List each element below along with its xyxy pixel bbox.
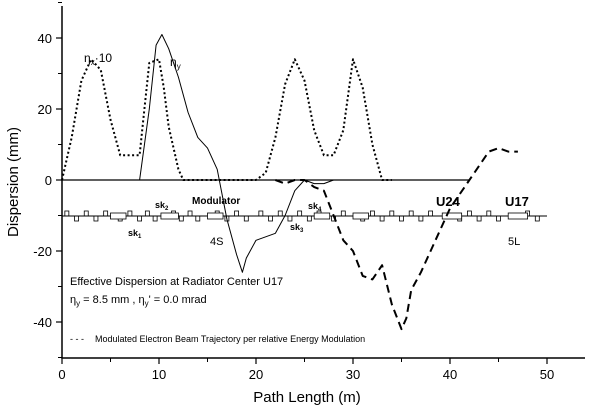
legend: - - - Modulated Electron Beam Trajectory… bbox=[70, 334, 365, 344]
info-line-1: Effective Dispersion at Radiator Center … bbox=[70, 276, 283, 288]
quadrupole-magnet bbox=[178, 215, 184, 222]
quadrupole-magnet bbox=[287, 215, 293, 222]
x-tick-label: 0 bbox=[58, 367, 65, 382]
quadrupole-magnet bbox=[234, 210, 240, 217]
dipole-magnet bbox=[207, 212, 224, 220]
quadrupole-magnet bbox=[127, 210, 133, 217]
u24-label: U24 bbox=[436, 194, 461, 209]
quadrupole-magnet bbox=[466, 210, 472, 217]
x-tick-label: 40 bbox=[443, 367, 457, 382]
section-4s-label: 4S bbox=[210, 236, 223, 248]
x-tick-label: 50 bbox=[540, 367, 554, 382]
quadrupole-magnet bbox=[74, 215, 79, 222]
quadrupole-magnet bbox=[389, 210, 395, 217]
lattice-schematic bbox=[62, 210, 547, 222]
quadrupole-magnet bbox=[83, 210, 89, 217]
x-tick-label: 10 bbox=[152, 367, 166, 382]
section-5l-label: 5L bbox=[508, 236, 520, 248]
modulator-label: Modulator bbox=[192, 196, 240, 207]
series-line-1 bbox=[61, 58, 392, 181]
quadrupole-magnet bbox=[144, 210, 150, 217]
eta-y-label: ηy bbox=[170, 55, 181, 71]
legend-label: Modulated Electron Beam Trajectory per r… bbox=[95, 334, 365, 344]
axis-ticks: 0 10 20 30 40 50 -40 -20 0 20 40 bbox=[33, 2, 554, 382]
y-axis-title: Dispersion (mm) bbox=[5, 127, 22, 237]
quadrupole-magnet bbox=[476, 215, 482, 222]
sk4-label: sk4 bbox=[308, 201, 322, 213]
quadrupole-magnet bbox=[103, 210, 109, 217]
quadrupole-magnet bbox=[418, 215, 424, 222]
quadrupole-magnet bbox=[408, 210, 414, 217]
y-tick-label: -20 bbox=[33, 244, 52, 259]
quadrupole-magnet bbox=[243, 215, 249, 222]
legend-dash: - - - bbox=[70, 334, 84, 344]
dipole-magnet bbox=[160, 212, 179, 220]
quadrupole-magnet bbox=[195, 215, 201, 222]
x-tick-label: 20 bbox=[249, 367, 263, 382]
quadrupole-magnet bbox=[534, 215, 540, 222]
quadrupole-magnet bbox=[64, 210, 70, 217]
y-tick-label: -40 bbox=[33, 315, 52, 330]
eta-x-label: ηx·10 bbox=[84, 51, 112, 67]
quadrupole-magnet bbox=[369, 210, 375, 217]
sk1-label: sk1 bbox=[128, 228, 142, 240]
quadrupole-magnet bbox=[152, 215, 158, 222]
quadrupole-magnet bbox=[137, 215, 143, 222]
dipole-magnet bbox=[352, 212, 369, 220]
quadrupole-magnet bbox=[428, 210, 434, 217]
dipole-magnet bbox=[507, 212, 529, 220]
sk2-label: sk2 bbox=[155, 200, 169, 212]
y-tick-label: 20 bbox=[38, 102, 52, 117]
info-line-2: ηy = 8.5 mm , ηy' = 0.0 mrad bbox=[70, 294, 207, 308]
x-axis-title: Path Length (m) bbox=[253, 389, 361, 406]
series-line-3 bbox=[275, 147, 518, 331]
quadrupole-magnet bbox=[277, 210, 283, 217]
dipole-magnet bbox=[313, 212, 331, 220]
dipole-magnet bbox=[441, 212, 463, 220]
u17-label: U17 bbox=[505, 194, 529, 209]
quadrupole-magnet bbox=[258, 210, 264, 217]
series-layer bbox=[61, 34, 518, 331]
sk3-label: sk3 bbox=[290, 222, 304, 234]
quadrupole-magnet bbox=[486, 210, 492, 217]
quadrupole-magnet bbox=[187, 210, 193, 217]
y-tick-label: 40 bbox=[38, 31, 52, 46]
quadrupole-magnet bbox=[379, 215, 385, 222]
quadrupole-magnet bbox=[306, 215, 312, 222]
quadrupole-magnet bbox=[297, 210, 303, 217]
x-tick-label: 30 bbox=[346, 367, 360, 382]
y-tick-label: 0 bbox=[45, 173, 52, 188]
quadrupole-magnet bbox=[268, 215, 273, 222]
dipole-magnet bbox=[110, 212, 127, 220]
quadrupole-magnet bbox=[399, 215, 404, 222]
quadrupole-magnet bbox=[93, 215, 99, 222]
quadrupole-magnet bbox=[224, 215, 230, 222]
quadrupole-magnet bbox=[496, 215, 501, 222]
quadrupole-magnet bbox=[340, 210, 346, 217]
